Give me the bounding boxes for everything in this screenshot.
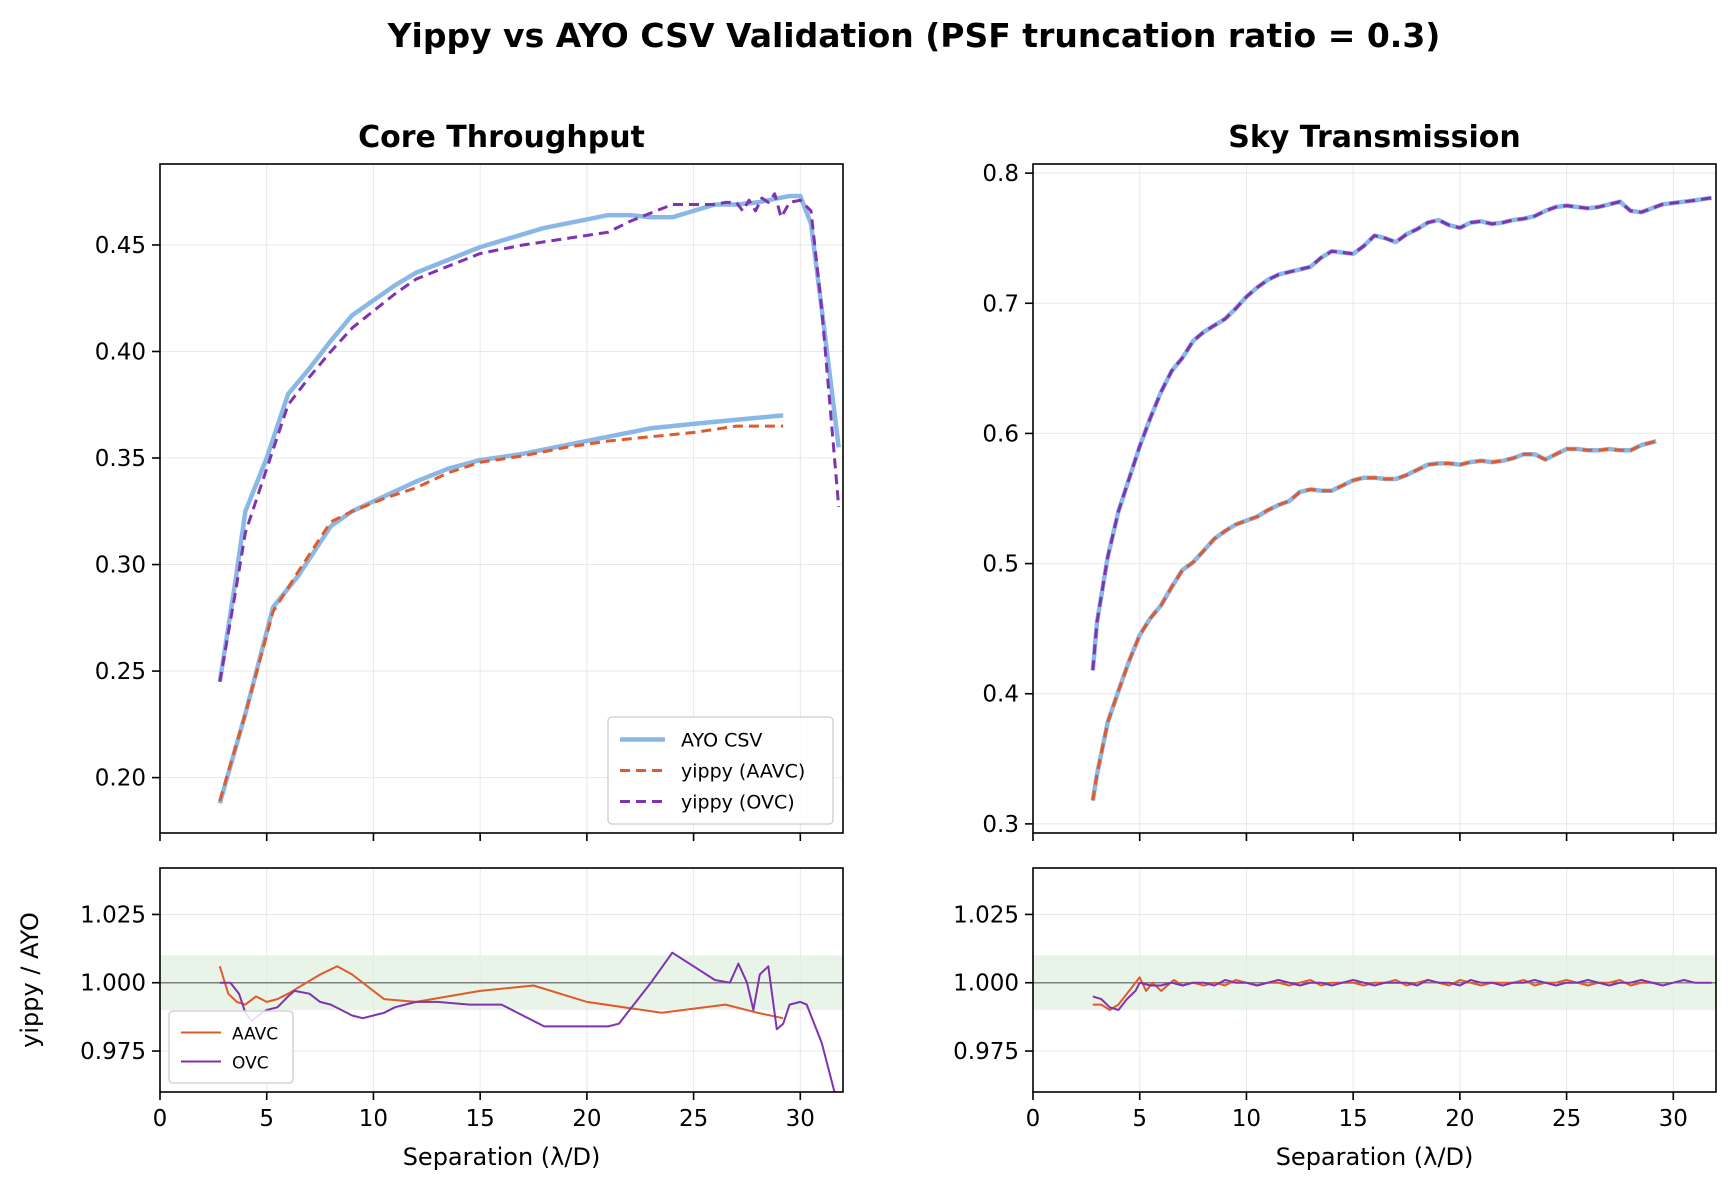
core-ratio-xtick-label-4: 20 (572, 1106, 601, 1132)
sky-ratio-series-0-aavc-thin (1092, 976, 1657, 1011)
core-throughput-legend-box (607, 716, 834, 825)
sky-ratio-xtick-label-0: 0 (1026, 1106, 1041, 1132)
sky-ratio-axes-frame (1032, 867, 1717, 1093)
sky-ratio-ytick-label-1: 1.000 (953, 971, 1019, 997)
core-throughput-legend-label-2: yippy (OVC) (681, 792, 795, 814)
core-ratio-xtick-label-6: 30 (786, 1106, 815, 1132)
sky-transmission-ytick-label-4: 0.7 (982, 291, 1019, 317)
core-ratio-ytick-label-0: 0.975 (80, 1039, 146, 1065)
core-throughput-panel: 0.20 0.25 0.30 0.35 0.40 0.45 Core Throughput A… (95, 120, 844, 841)
core-ratio-panel: 0 5 10 15 20 25 30 0.975 1.000 1.025 Separation (λ… (16, 867, 844, 1171)
core-throughput-axes-frame (159, 163, 844, 834)
core-throughput-series-group (217, 192, 841, 804)
sky-transmission-ytick-label-1: 0.4 (982, 682, 1019, 708)
core-ratio-xlabel: Separation (λ/D) (403, 1143, 601, 1171)
sky-ratio-xtick-label-2: 10 (1232, 1106, 1261, 1132)
core-ratio-xtick-label-3: 15 (466, 1106, 495, 1132)
core-throughput-ytick-label-0: 0.20 (95, 766, 146, 792)
core-ratio-xtick-label-5: 25 (679, 1106, 708, 1132)
sky-ratio-xtick-label-6: 30 (1659, 1106, 1688, 1132)
sky-ratio-ytick-label-2: 1.025 (953, 902, 1019, 928)
core-throughput-ytick-label-1: 0.25 (95, 659, 146, 685)
core-ratio-xtick-label-2: 10 (359, 1106, 388, 1132)
sky-ratio-series-1-ovc-thin (1092, 979, 1712, 1011)
sky-ratio-series-group (1092, 976, 1712, 1011)
sky-transmission-ytick-label-0: 0.3 (982, 812, 1019, 838)
sky-transmission-series-3-aavc (1091, 439, 1657, 801)
core-ratio-ytick-label-1: 1.000 (80, 971, 146, 997)
core-ratio-ytick-label-2: 1.025 (80, 902, 146, 928)
core-ratio-legend-label-0: AAVC (232, 1025, 278, 1045)
core-ratio-series-0-aavc-thin (218, 965, 784, 1020)
sky-ratio-ytick-label-0: 0.975 (953, 1039, 1019, 1065)
core-throughput-ytick-label-3: 0.35 (95, 446, 146, 472)
sky-ratio-xtick-label-3: 15 (1339, 1106, 1368, 1132)
core-throughput-series-0-ayo (217, 193, 841, 683)
core-throughput-ytick-label-2: 0.30 (95, 553, 146, 579)
core-throughput-series-2-aavc (218, 424, 784, 802)
sky-transmission-series-1-ovc (1091, 196, 1712, 671)
sky-transmission-ytick-label-2: 0.5 (982, 552, 1019, 578)
core-ratio-xtick-label-1: 5 (259, 1106, 274, 1132)
core-throughput-ytick-label-5: 0.45 (95, 233, 146, 259)
core-throughput-legend-label-1: yippy (AAVC) (681, 761, 805, 783)
core-throughput-ytick-label-4: 0.40 (95, 339, 146, 365)
sky-transmission-axes-frame (1032, 163, 1717, 834)
core-ratio-xtick-label-0: 0 (153, 1106, 168, 1132)
core-throughput-series-3-ovc (218, 192, 841, 682)
core-ratio-series-group (218, 951, 836, 1092)
sky-ratio-panel: 0 5 10 15 20 25 30 0.975 1.000 1.025 Separation (λ… (953, 867, 1717, 1171)
figure-title: Yippy vs AYO CSV Validation (PSF truncat… (387, 16, 1441, 55)
sky-transmission-ytick-label-5: 0.8 (982, 161, 1019, 187)
sky-ratio-xtick-label-4: 20 (1445, 1106, 1474, 1132)
core-throughput-legend: AYO CSV yippy (AAVC) yippy (OVC) (607, 716, 834, 825)
sky-ratio-xlabel: Separation (λ/D) (1276, 1143, 1474, 1171)
core-ratio-legend-label-1: OVC (232, 1054, 269, 1074)
sky-transmission-panel: 0.3 0.4 0.5 0.6 0.7 0.8 Sky Transmission (982, 120, 1717, 841)
sky-ratio-xtick-label-5: 25 (1552, 1106, 1581, 1132)
sky-ratio-xtick-label-1: 5 (1132, 1106, 1147, 1132)
core-ratio-ylabel: yippy / AYO (16, 912, 44, 1048)
sky-transmission-ytick-label-3: 0.6 (982, 421, 1019, 447)
core-throughput-title: Core Throughput (358, 120, 645, 155)
core-ratio-axes-frame (159, 867, 844, 1093)
core-ratio-series-1-ovc-thin (219, 951, 836, 1092)
core-ratio-legend-box (168, 1010, 294, 1084)
core-ratio-legend: AAVC OVC (168, 1010, 294, 1084)
sky-transmission-title: Sky Transmission (1228, 120, 1521, 155)
sky-transmission-series-group (1090, 195, 1713, 801)
core-throughput-legend-label-0: AYO CSV (681, 730, 762, 752)
